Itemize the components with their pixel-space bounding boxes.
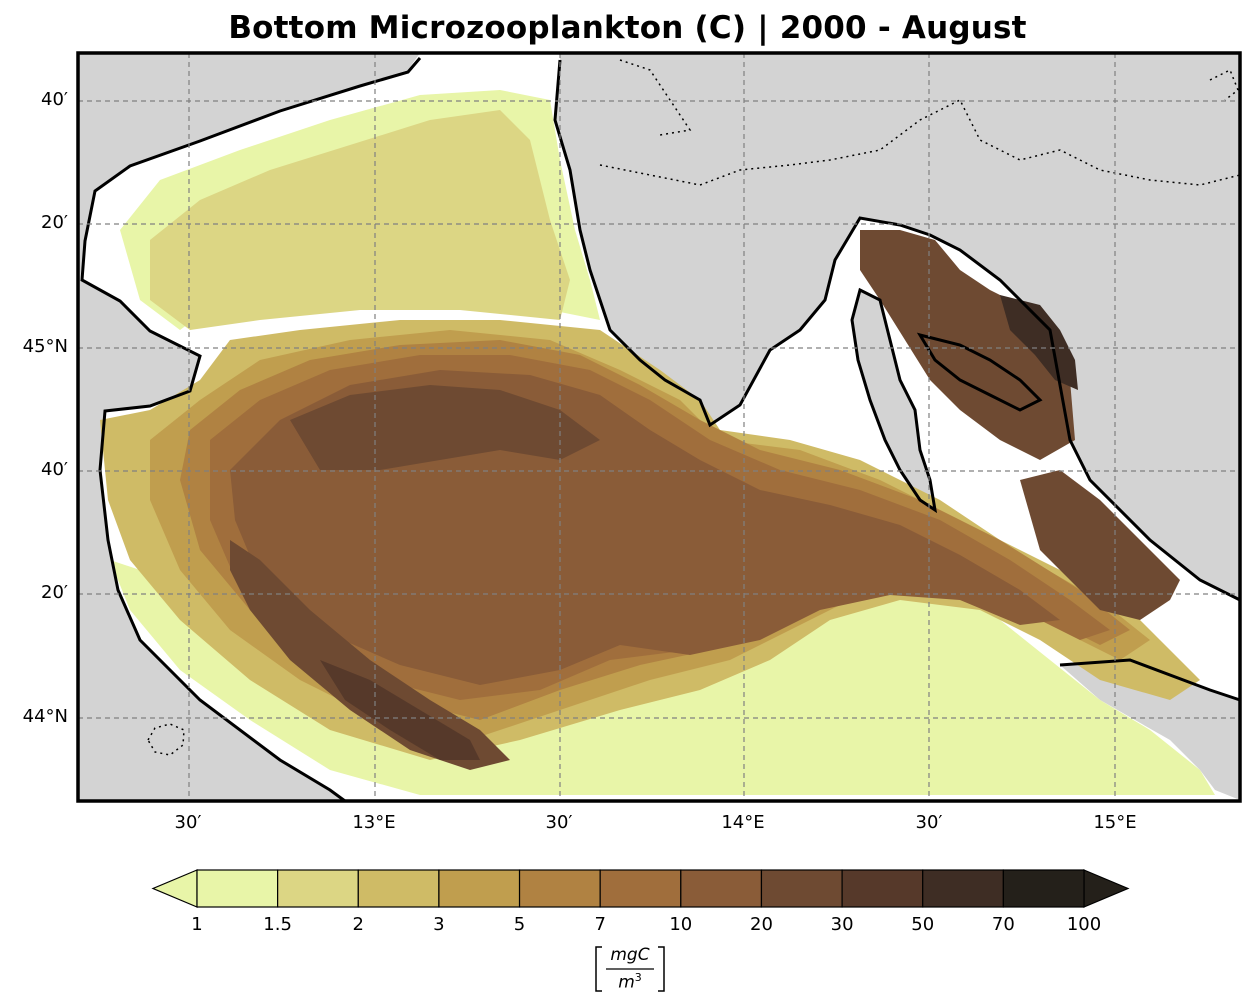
- colorbar-segment: [841, 869, 924, 908]
- colorbar-tick-label: 7: [594, 914, 606, 935]
- colorbar-tick-label: 70: [991, 914, 1015, 935]
- colorbar-tick-label: 30: [830, 914, 854, 935]
- national-borders: [147, 59, 1241, 756]
- colorbar-tick-label: 1.5: [263, 914, 292, 935]
- lon-tick-label: 13°E: [352, 812, 396, 833]
- colorbar-segment: [922, 869, 1004, 908]
- lon-tick-label: 14°E: [721, 812, 765, 833]
- unit-numerator: mgC: [610, 945, 650, 965]
- map-frame: [76, 51, 1242, 803]
- lon-tick-label: 15°E: [1093, 812, 1137, 833]
- colorbar-tick-label: 5: [513, 914, 526, 935]
- level-20-velebit: [1020, 470, 1180, 620]
- lat-tick-label: 45°N: [22, 336, 68, 357]
- colorbar-segment: [357, 869, 440, 908]
- graticule: [78, 53, 1240, 801]
- colorbar-tick-label: 100: [1066, 914, 1102, 935]
- colorbar-tick-label: 10: [669, 914, 693, 935]
- colorbar-over-arrow: [1083, 869, 1130, 908]
- land-island-cres: [852, 290, 935, 510]
- coastline-italy: [80, 57, 422, 803]
- unit-denominator: m3: [580, 971, 680, 993]
- colorbar-segment: [518, 869, 601, 908]
- colorbar-tick-label: 1: [191, 914, 203, 935]
- lat-tick-label: 44°N: [22, 706, 68, 727]
- level-1.5: [150, 110, 570, 330]
- colorbar: [151, 869, 1130, 908]
- level-30-southwest: [320, 660, 480, 760]
- lat-tick-label: 20′: [41, 212, 68, 233]
- colorbar-tick-label: 3: [433, 914, 445, 935]
- lat-tick-label: 40′: [41, 459, 68, 480]
- lon-tick-label: 30′: [174, 812, 202, 833]
- colorbar-tick-label: 20: [750, 914, 773, 935]
- lon-tick-label: 30′: [545, 812, 573, 833]
- coastline-dalmatia: [1059, 658, 1241, 702]
- land-istria-slovenia: [555, 53, 1240, 800]
- coastline: [80, 57, 1241, 803]
- colorbar-under-arrow: [151, 869, 198, 908]
- colorbar-segment: [438, 869, 521, 908]
- colorbar-segment: [680, 869, 763, 908]
- level-50-kvarner: [1000, 295, 1078, 390]
- unit-denominator-base: m: [618, 972, 635, 993]
- coastline-istria: [553, 59, 1241, 602]
- land-italy-west: [78, 53, 420, 801]
- colorbar-tick-label: 50: [911, 914, 935, 935]
- lat-tick-label: 20′: [41, 582, 68, 603]
- level-20: [290, 385, 600, 470]
- lat-tick-label: 40′: [41, 89, 68, 110]
- unit-brackets: [595, 946, 665, 992]
- unit-exponent: 3: [634, 971, 642, 984]
- colorbar-segment: [760, 869, 843, 908]
- colorbar-segment: [599, 869, 682, 908]
- lon-tick-label: 30′: [915, 812, 943, 833]
- colorbar-tick-label: 2: [352, 914, 364, 935]
- coastline-krk: [916, 332, 1043, 412]
- colorbar-unit-label: mgC m3: [580, 943, 680, 995]
- chart-title: Bottom Microzooplankton (C) | 2000 - Aug…: [228, 10, 1027, 46]
- colorbar-segment: [196, 869, 279, 908]
- level-20-kvarner: [860, 230, 1075, 460]
- colorbar-segment: [1002, 869, 1085, 908]
- border-italy-slovenia: [619, 59, 692, 136]
- colorbar-segment: [277, 869, 359, 908]
- concentration-field: [100, 90, 1215, 795]
- map-area: [76, 51, 1242, 803]
- coastline-cres: [850, 287, 938, 514]
- level-20-southwest: [230, 540, 510, 770]
